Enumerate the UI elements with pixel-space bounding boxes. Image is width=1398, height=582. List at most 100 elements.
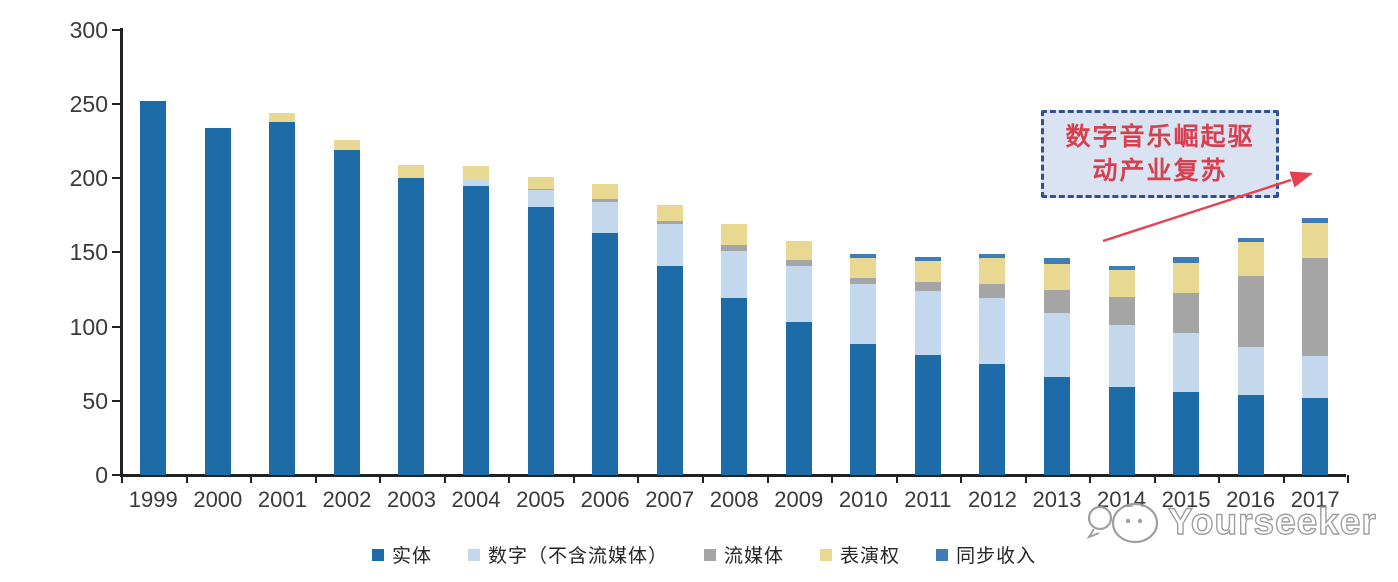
bar-segment bbox=[1043, 377, 1070, 475]
bar-segment bbox=[1043, 313, 1070, 378]
bar-segment bbox=[1302, 258, 1329, 357]
bar-segment bbox=[1237, 394, 1264, 475]
stacked-bar-2011 bbox=[914, 256, 941, 475]
x-axis-tick-label: 2009 bbox=[774, 487, 824, 512]
bar-segment bbox=[1302, 356, 1329, 398]
watermark: Yourseeker bbox=[1082, 496, 1377, 548]
bar-segment bbox=[979, 283, 1006, 299]
bar-segment bbox=[850, 258, 877, 278]
bar-segment bbox=[269, 113, 296, 122]
legend-label: 同步收入 bbox=[956, 546, 1037, 567]
bar-segment bbox=[1302, 222, 1329, 259]
bar-segment bbox=[398, 164, 425, 179]
bar-segment bbox=[269, 121, 296, 475]
bar-segment bbox=[1043, 264, 1070, 290]
stacked-bar-2007 bbox=[656, 205, 683, 475]
bar-segment bbox=[1173, 256, 1200, 263]
x-axis-tick bbox=[508, 475, 511, 483]
legend-swatch bbox=[704, 548, 717, 561]
bar-segment bbox=[1108, 325, 1135, 388]
legend-label: 实体 bbox=[392, 546, 433, 567]
legend: 实体 数字（不含流媒体） 流媒体 表演权 同步收入 bbox=[372, 541, 1036, 568]
bar-segment bbox=[656, 221, 683, 225]
x-axis-tick bbox=[701, 475, 704, 483]
x-axis-tick-label: 2000 bbox=[193, 487, 243, 512]
stacked-bar-2010 bbox=[850, 254, 877, 475]
stacked-bar-2016 bbox=[1237, 237, 1264, 475]
x-axis-tick-label: 2015 bbox=[1161, 487, 1211, 512]
stacked-bar-2017 bbox=[1302, 218, 1329, 475]
bar-segment bbox=[592, 233, 619, 475]
bar-segment bbox=[785, 265, 812, 323]
x-axis-tick-label: 2017 bbox=[1290, 487, 1340, 512]
legend-item-表演权: 表演权 bbox=[820, 541, 900, 568]
x-axis-tick-label: 2016 bbox=[1226, 487, 1276, 512]
x-axis-tick-label: 2002 bbox=[322, 487, 372, 512]
y-axis-tick bbox=[112, 325, 121, 328]
y-axis-tick bbox=[112, 399, 121, 402]
bar-segment bbox=[979, 298, 1006, 364]
x-axis-line bbox=[120, 474, 1346, 477]
bar-segment bbox=[1043, 258, 1070, 265]
x-axis-tick-label: 2010 bbox=[838, 487, 888, 512]
bar-segment bbox=[850, 344, 877, 475]
bar-segment bbox=[785, 322, 812, 475]
stacked-bar-2009 bbox=[785, 240, 812, 475]
legend-swatch bbox=[820, 548, 833, 561]
bar-segment bbox=[979, 363, 1006, 475]
bar-segment bbox=[1237, 276, 1264, 348]
x-axis-tick-label: 2003 bbox=[386, 487, 436, 512]
x-axis-tick bbox=[895, 475, 898, 483]
stacked-bar-2013 bbox=[1043, 258, 1070, 475]
legend-item-数字（不含流媒体）: 数字（不含流媒体） bbox=[468, 541, 668, 568]
x-axis-tick bbox=[572, 475, 575, 483]
bar-segment bbox=[463, 166, 490, 180]
x-axis-tick bbox=[1218, 475, 1221, 483]
annotation-callout: 数字音乐崛起驱 动产业复苏 bbox=[1041, 110, 1279, 198]
y-axis-tick-label: 0 bbox=[95, 462, 108, 488]
y-axis-tick-label: 100 bbox=[69, 313, 108, 340]
bar-segment bbox=[463, 185, 490, 475]
bar-segment bbox=[850, 283, 877, 345]
bar-segment bbox=[527, 190, 554, 207]
y-axis-tick bbox=[112, 177, 121, 180]
stacked-bar-1999 bbox=[140, 101, 167, 475]
x-axis-tick bbox=[1347, 475, 1350, 483]
bar-segment bbox=[914, 256, 941, 262]
y-axis-tick-label: 200 bbox=[69, 165, 108, 192]
legend-item-实体: 实体 bbox=[372, 541, 432, 568]
bar-segment bbox=[850, 277, 877, 284]
legend-item-流媒体: 流媒体 bbox=[704, 541, 784, 568]
stacked-bar-2000 bbox=[204, 127, 231, 475]
x-axis-tick-label: 1999 bbox=[128, 487, 178, 512]
bar-segment bbox=[721, 298, 748, 475]
y-axis-tick bbox=[112, 474, 121, 476]
bar-segment bbox=[914, 291, 941, 355]
x-axis-tick-label: 2011 bbox=[904, 487, 952, 512]
bar-segment bbox=[1173, 262, 1200, 293]
bar-segment bbox=[979, 258, 1006, 284]
stacked-bar-2008 bbox=[721, 224, 748, 475]
legend-label: 数字（不含流媒体） bbox=[488, 546, 669, 567]
x-axis-tick-label: 2013 bbox=[1032, 487, 1082, 512]
bar-segment bbox=[1108, 265, 1135, 271]
watermark-text: Yourseeker bbox=[1167, 500, 1377, 542]
bar-segment bbox=[1302, 397, 1329, 475]
legend-label: 表演权 bbox=[840, 546, 901, 567]
x-axis-tick bbox=[1282, 475, 1285, 483]
stacked-bar-2005 bbox=[527, 176, 554, 475]
bar-segment bbox=[1173, 332, 1200, 392]
x-axis-tick-label: 2012 bbox=[967, 487, 1017, 512]
bar-segment bbox=[979, 254, 1006, 259]
bar-segment bbox=[785, 240, 812, 260]
x-axis-tick bbox=[1024, 475, 1027, 483]
bar-segment bbox=[721, 251, 748, 299]
bar-segment bbox=[1302, 218, 1329, 223]
y-axis-tick-label: 300 bbox=[69, 16, 108, 43]
bar-segment bbox=[1237, 242, 1264, 277]
x-axis-tick-label: 2008 bbox=[709, 487, 759, 512]
stacked-bar-2004 bbox=[463, 166, 490, 475]
x-axis-tick bbox=[960, 475, 963, 483]
bar-segment bbox=[785, 259, 812, 266]
stacked-bar-2002 bbox=[333, 139, 360, 475]
